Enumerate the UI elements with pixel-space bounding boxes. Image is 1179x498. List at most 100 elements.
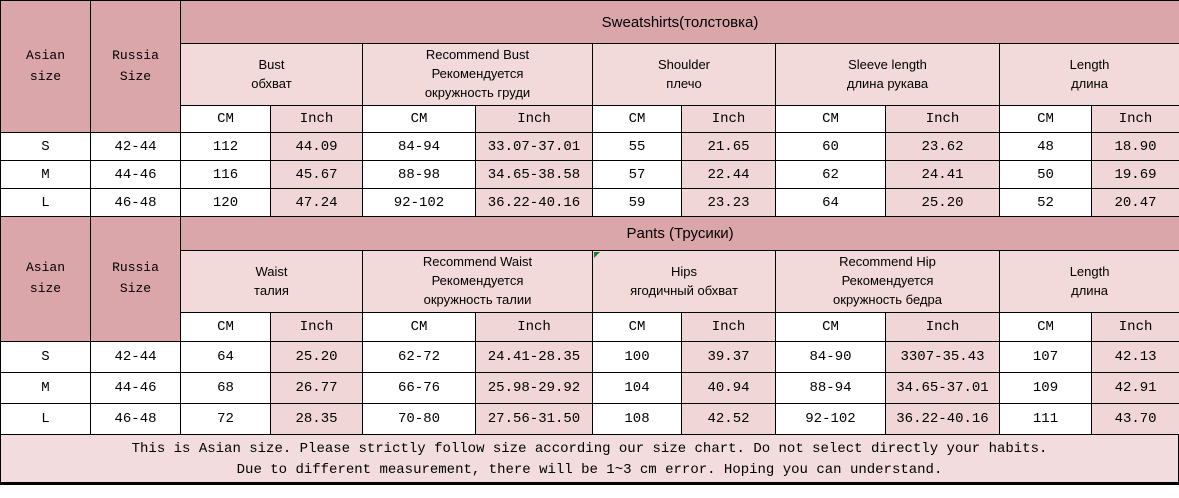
value-cell: 59: [592, 188, 682, 217]
value-cell: 26.77: [270, 372, 363, 404]
value-cell: 36.22-40.16: [885, 403, 1000, 435]
size-cell: M: [0, 160, 91, 189]
value-cell: 34.65-37.01: [885, 372, 1000, 404]
pants-row-m: M 44-46 68 26.77 66-76 25.98-29.92 104 4…: [0, 372, 1179, 404]
value-cell: 33.07-37.01: [475, 132, 593, 161]
group-header-recommend-hip: Recommend Hip Рекомендуется окружность б…: [775, 250, 1000, 313]
russia-size-cell: 42-44: [90, 132, 181, 161]
unit-cm: CM: [999, 105, 1092, 133]
value-cell: 60: [775, 132, 886, 161]
value-cell: 84-90: [775, 341, 886, 373]
value-cell: 25.20: [270, 341, 363, 373]
unit-cm: CM: [775, 312, 886, 342]
value-cell: 19.69: [1090, 160, 1179, 189]
value-cell: 47.24: [270, 188, 363, 217]
value-cell: 62: [775, 160, 886, 189]
size-cell: S: [0, 341, 91, 373]
value-cell: 107: [999, 341, 1092, 373]
sweatshirts-group-row: Bust обхват Recommend Bust Рекомендуется…: [1, 43, 1179, 106]
size-cell: L: [0, 188, 91, 217]
pants-table: Asian size Russia Size Pants (Трусики) W…: [0, 216, 1179, 435]
value-cell: 104: [592, 372, 682, 404]
value-cell: 24.41-28.35: [475, 341, 593, 373]
size-note-line1: This is Asian size. Please strictly foll…: [131, 441, 1048, 457]
unit-cm: CM: [999, 312, 1092, 342]
russia-size-header: Russia Size: [90, 0, 181, 133]
value-cell: 112: [180, 132, 271, 161]
group-header-sleeve-length: Sleeve length длина рукава: [775, 43, 1000, 106]
sweatshirts-row-l: L 46-48 120 47.24 92-102 36.22-40.16 59 …: [0, 188, 1179, 217]
value-cell: 50: [999, 160, 1092, 189]
value-cell: 84-94: [362, 132, 476, 161]
value-cell: 34.65-38.58: [475, 160, 593, 189]
value-cell: 27.56-31.50: [475, 403, 593, 435]
russia-size-cell: 44-46: [90, 160, 181, 189]
russia-size-cell: 44-46: [90, 372, 181, 404]
value-cell: 28.35: [270, 403, 363, 435]
value-cell: 36.22-40.16: [475, 188, 593, 217]
russia-size-cell: 46-48: [90, 403, 181, 435]
size-cell: S: [0, 132, 91, 161]
value-cell: 42.91: [1090, 372, 1179, 404]
pants-header-row: Asian size Russia Size Pants (Трусики): [0, 216, 1179, 342]
value-cell: 48: [999, 132, 1092, 161]
value-cell: 70-80: [362, 403, 476, 435]
group-header-recommend-waist: Recommend Waist Рекомендуется окружность…: [362, 250, 593, 313]
unit-inch: Inch: [270, 105, 363, 133]
group-header-hips-label: Hips ягодичный обхват: [630, 263, 738, 298]
group-header-shoulder: Shoulder плечо: [592, 43, 776, 106]
group-header-length: Length длина: [998, 250, 1179, 313]
unit-inch: Inch: [1090, 105, 1179, 133]
value-cell: 120: [180, 188, 271, 217]
value-cell: 23.62: [885, 132, 1000, 161]
value-cell: 3307-35.43: [885, 341, 1000, 373]
value-cell: 57: [592, 160, 682, 189]
value-cell: 42.13: [1090, 341, 1179, 373]
unit-inch: Inch: [681, 312, 776, 342]
value-cell: 25.20: [885, 188, 1000, 217]
value-cell: 52: [999, 188, 1092, 217]
asian-size-header: Asian size: [0, 0, 91, 133]
value-cell: 64: [180, 341, 271, 373]
value-cell: 42.52: [681, 403, 776, 435]
value-cell: 21.65: [681, 132, 776, 161]
value-cell: 116: [180, 160, 271, 189]
sweatshirts-row-s: S 42-44 112 44.09 84-94 33.07-37.01 55 2…: [0, 132, 1179, 161]
unit-inch: Inch: [475, 312, 593, 342]
value-cell: 109: [999, 372, 1092, 404]
value-cell: 43.70: [1090, 403, 1179, 435]
unit-inch: Inch: [885, 105, 1000, 133]
unit-cm: CM: [180, 105, 271, 133]
unit-cm: CM: [775, 105, 886, 133]
sweatshirts-header-row: Asian size Russia Size Sweatshirts(толст…: [0, 0, 1179, 133]
group-header-recommend-bust: Recommend Bust Рекомендуется окружность …: [362, 43, 593, 106]
russia-size-header: Russia Size: [90, 216, 181, 342]
unit-inch: Inch: [681, 105, 776, 133]
value-cell: 92-102: [362, 188, 476, 217]
sweatshirts-row-m: M 44-46 116 45.67 88-98 34.65-38.58 57 2…: [0, 160, 1179, 189]
pants-group-row: Waist талия Recommend Waist Рекомендуетс…: [1, 250, 1179, 313]
value-cell: 23.23: [681, 188, 776, 217]
group-header-bust: Bust обхват: [180, 43, 363, 106]
unit-cm: CM: [180, 312, 271, 342]
size-cell: M: [0, 372, 91, 404]
value-cell: 68: [180, 372, 271, 404]
unit-cm: CM: [362, 105, 476, 133]
unit-inch: Inch: [475, 105, 593, 133]
asian-size-header: Asian size: [0, 216, 91, 342]
value-cell: 25.98-29.92: [475, 372, 593, 404]
unit-inch: Inch: [270, 312, 363, 342]
sweatshirts-table: Asian size Russia Size Sweatshirts(толст…: [0, 0, 1179, 217]
pants-row-s: S 42-44 64 25.20 62-72 24.41-28.35 100 3…: [0, 341, 1179, 373]
value-cell: 39.37: [681, 341, 776, 373]
value-cell: 66-76: [362, 372, 476, 404]
value-cell: 111: [999, 403, 1092, 435]
value-cell: 108: [592, 403, 682, 435]
size-cell: L: [0, 403, 91, 435]
unit-inch: Inch: [885, 312, 1000, 342]
unit-inch: Inch: [1090, 312, 1179, 342]
cell-comment-marker-icon: [594, 252, 600, 258]
group-header-length: Length длина: [998, 43, 1179, 106]
pants-row-l: L 46-48 72 28.35 70-80 27.56-31.50 108 4…: [0, 403, 1179, 435]
